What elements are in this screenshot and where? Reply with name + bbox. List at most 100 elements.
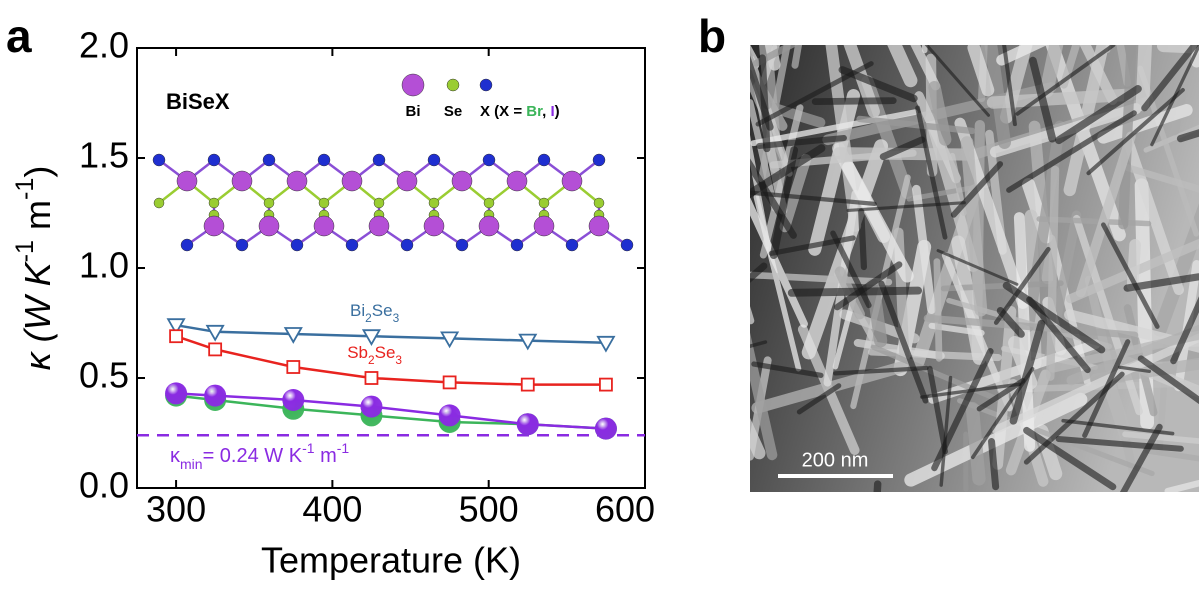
texture-streak	[861, 212, 864, 267]
legend-atom	[480, 79, 492, 91]
atom	[346, 239, 358, 251]
y-tick-label: 1.0	[79, 245, 129, 286]
texture-streak	[1143, 0, 1149, 104]
marker	[517, 413, 539, 435]
atom	[507, 171, 527, 191]
atom	[319, 198, 329, 208]
atom	[204, 216, 224, 236]
scale-bar-label: 200 nm	[802, 449, 869, 471]
atom	[538, 154, 550, 166]
atom	[236, 239, 248, 251]
atom	[373, 154, 385, 166]
atom	[287, 171, 307, 191]
marker	[170, 330, 182, 342]
plot-frame	[137, 48, 645, 488]
atom	[208, 154, 220, 166]
marker	[360, 396, 382, 418]
atom	[401, 239, 413, 251]
atom	[177, 171, 197, 191]
plot: BiSeX Bi Se X (X = Br, I) 300 400 500 600 0.0 0.5…	[11, 25, 655, 581]
atom	[232, 171, 252, 191]
x-axis-label: Temperature (K)	[261, 540, 521, 581]
atom	[589, 216, 609, 236]
marker	[439, 404, 461, 426]
marker	[165, 382, 187, 404]
texture-streak	[1108, 0, 1152, 50]
atom	[397, 171, 417, 191]
legend-label: Bi	[406, 103, 421, 120]
texture-streak	[924, 0, 925, 50]
x-tick-label: 600	[595, 489, 655, 530]
marker	[522, 379, 534, 391]
atom	[424, 216, 444, 236]
marker	[444, 376, 456, 388]
series-label: Bi2Se3	[350, 302, 400, 326]
atom	[264, 198, 274, 208]
atom	[318, 154, 330, 166]
atom	[566, 239, 578, 251]
marker	[282, 389, 304, 411]
figure: a b 200 nm BiSeX Bi Se X (X = Br, I) 300 400 5…	[0, 0, 1199, 587]
atom	[534, 216, 554, 236]
atom	[263, 154, 275, 166]
atom	[593, 154, 605, 166]
x-tick-label: 300	[146, 489, 206, 530]
marker	[204, 385, 226, 407]
texture-streak	[815, 101, 893, 102]
panel-label: a	[6, 10, 32, 62]
atom	[369, 216, 389, 236]
y-tick-label: 1.5	[79, 135, 129, 176]
atom	[621, 239, 633, 251]
atom	[181, 239, 193, 251]
marker	[595, 418, 617, 440]
series-label: Sb2Se3	[347, 343, 402, 367]
texture-streak	[726, 238, 751, 321]
atom	[479, 216, 499, 236]
atom	[314, 216, 334, 236]
marker	[365, 372, 377, 384]
y-axis-label: κ (W K-1 m-1)	[11, 166, 58, 371]
marker	[209, 343, 221, 355]
atom	[428, 154, 440, 166]
legend-label: Se	[444, 103, 462, 120]
texture-streak	[875, 484, 878, 538]
atom	[452, 171, 472, 191]
y-tick-label: 0.5	[79, 355, 129, 396]
inset-title: BiSeX	[166, 89, 230, 114]
atom	[342, 171, 362, 191]
series-line	[176, 325, 606, 343]
y-tick-label: 0.0	[79, 465, 129, 506]
reference-label: κmin= 0.24 W K-1 m-1	[170, 440, 349, 472]
y-tick-label: 2.0	[79, 25, 129, 66]
atom	[483, 154, 495, 166]
atom	[594, 198, 604, 208]
atom	[291, 239, 303, 251]
atom	[374, 198, 384, 208]
atom	[456, 239, 468, 251]
texture-streak	[992, 442, 996, 487]
series-line	[176, 396, 606, 429]
texture-streak	[972, 409, 979, 479]
atom	[429, 198, 439, 208]
marker	[287, 361, 299, 373]
atom	[539, 198, 549, 208]
atom	[153, 154, 165, 166]
tem-image	[667, 0, 1199, 538]
atom	[209, 198, 219, 208]
legend-atom	[402, 74, 424, 96]
panel-label: b	[698, 10, 726, 62]
legend-label: X (X = Br, I)	[480, 103, 560, 120]
series-line	[176, 393, 606, 428]
x-tick-label: 500	[459, 489, 519, 530]
atom	[562, 171, 582, 191]
marker	[600, 379, 612, 391]
atom	[154, 198, 164, 208]
texture-streak	[682, 286, 759, 453]
texture-streak	[937, 262, 939, 359]
atom	[484, 198, 494, 208]
atom	[511, 239, 523, 251]
legend-atom	[447, 79, 459, 91]
x-tick-label: 400	[302, 489, 362, 530]
atom	[259, 216, 279, 236]
texture-streak	[762, 58, 767, 149]
